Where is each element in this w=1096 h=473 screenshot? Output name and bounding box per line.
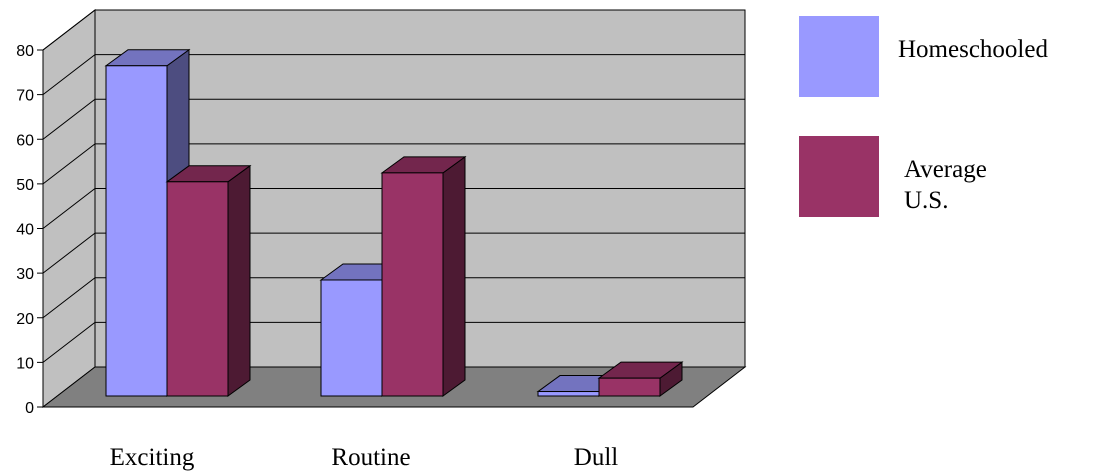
category-labels: Exciting Routine Dull xyxy=(110,444,619,471)
gridline xyxy=(42,188,745,229)
chart-gridlines xyxy=(42,9,745,363)
gridline xyxy=(42,54,745,96)
bar-front xyxy=(598,377,661,397)
gridline xyxy=(42,98,745,140)
bar-front xyxy=(320,279,383,397)
legend-label-1: Average U.S. xyxy=(904,156,987,214)
y-tick-label: 70 xyxy=(16,88,34,105)
legend-label-0: Homeschooled xyxy=(898,36,1048,63)
y-tick-label: 50 xyxy=(16,177,34,194)
gridline xyxy=(42,9,745,51)
y-tick-label: 10 xyxy=(16,355,34,372)
category-label-dull: Dull xyxy=(574,444,619,471)
bar-exciting-average-us xyxy=(165,164,252,397)
bar-dull-average-us xyxy=(597,361,684,397)
y-tick-label: 20 xyxy=(16,311,34,328)
y-tick-label: 40 xyxy=(16,222,34,239)
y-tick-label: 0 xyxy=(25,400,34,417)
bar-front xyxy=(166,181,229,397)
y-tick-label: 60 xyxy=(16,132,34,149)
legend: Homeschooled Average U.S. xyxy=(799,16,1048,217)
gridline xyxy=(42,143,745,185)
chart-bars xyxy=(104,48,684,397)
bar-routine-average-us xyxy=(380,155,467,397)
category-label-routine: Routine xyxy=(331,444,410,471)
y-axis: 0 10 20 30 40 50 60 70 80 xyxy=(16,43,44,417)
bar-side xyxy=(442,155,466,397)
gridline xyxy=(42,321,745,363)
bar-front xyxy=(381,172,444,397)
bar-front xyxy=(105,65,168,397)
y-tick-label: 30 xyxy=(16,266,34,283)
legend-swatch-0 xyxy=(799,16,879,97)
y-tick-label: 80 xyxy=(16,43,34,60)
legend-swatch-1 xyxy=(799,136,879,217)
bar-front xyxy=(537,391,600,397)
gridline xyxy=(42,277,745,319)
gridline xyxy=(42,232,745,274)
bar-side xyxy=(227,164,251,397)
category-label-exciting: Exciting xyxy=(110,444,195,471)
